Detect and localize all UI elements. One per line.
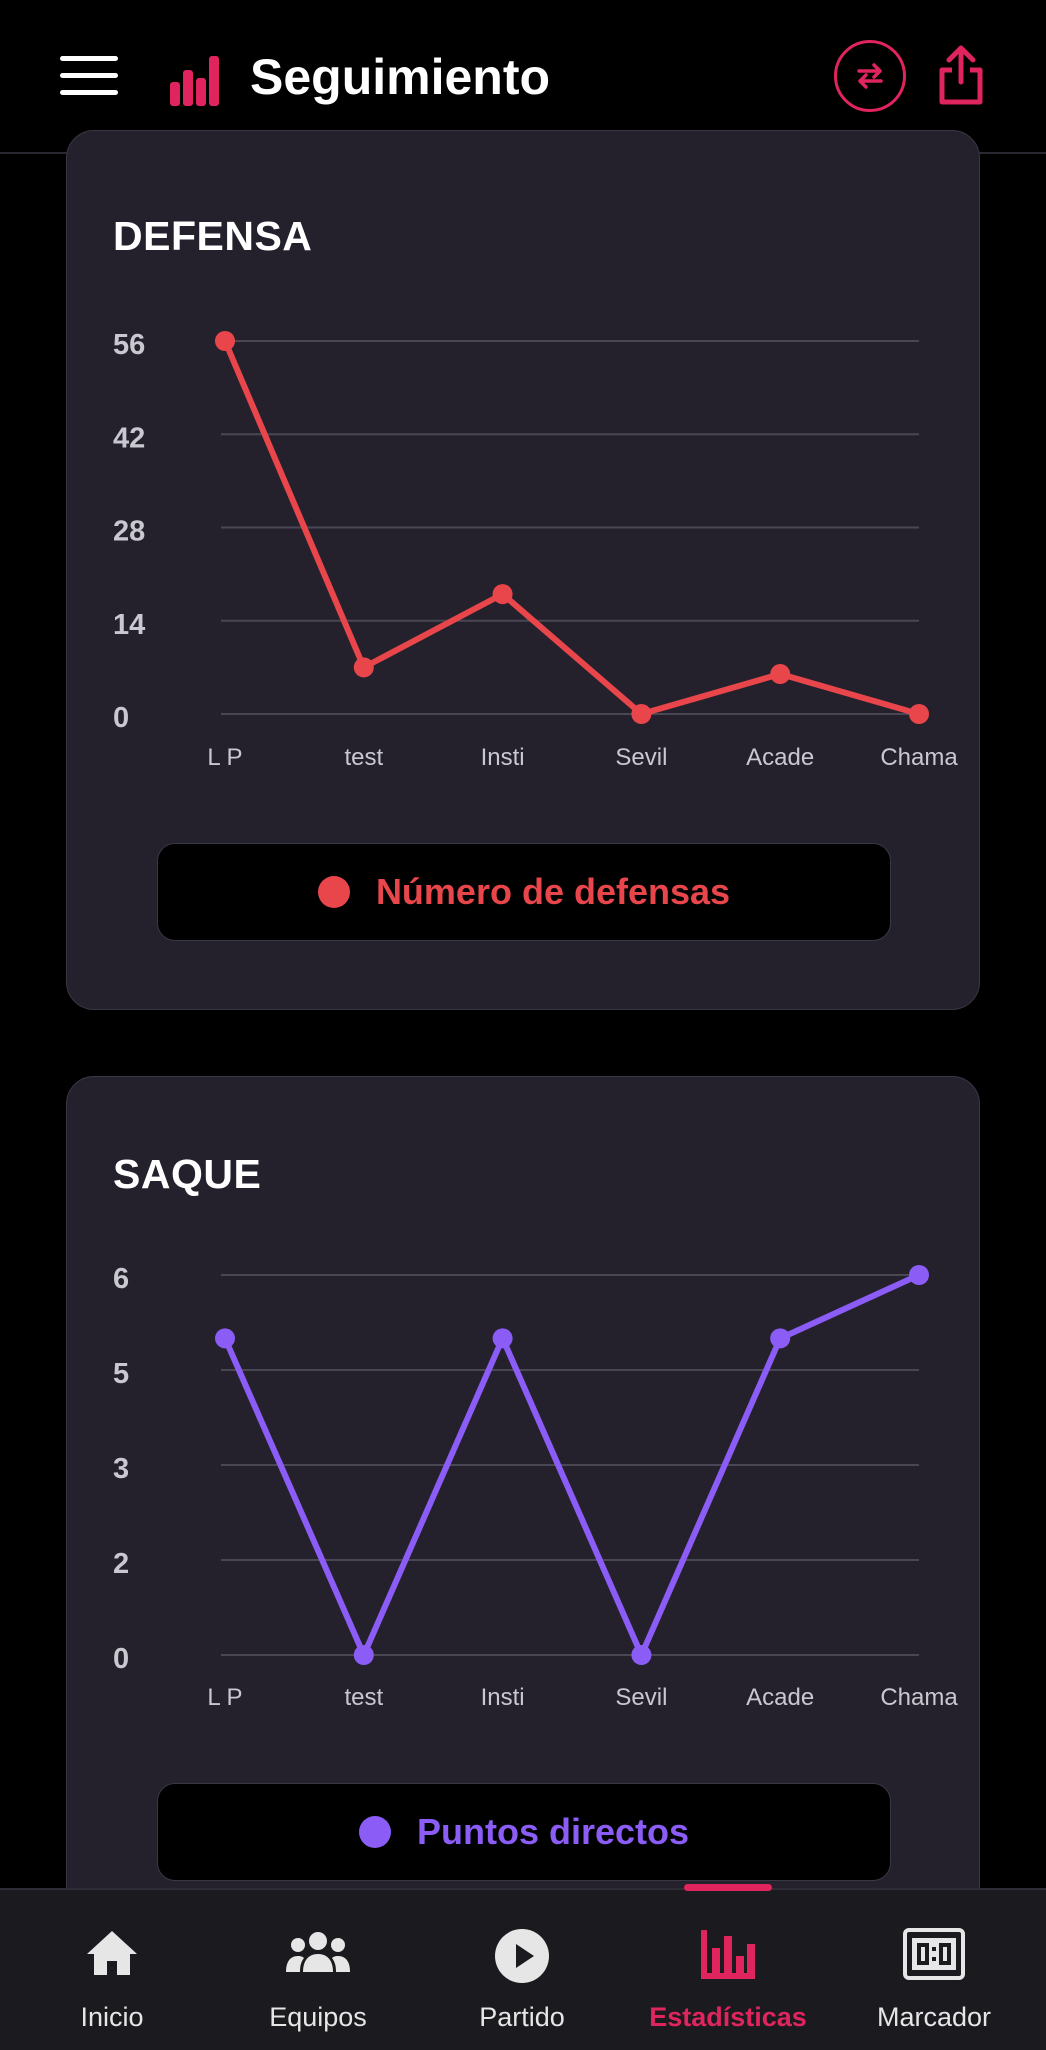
nav-label: Marcador [876,2002,992,2032]
defense-line-chart: 56 42 28 14 0 L P test Insti Sevil Acade Chama [113,329,958,771]
nav-item-partido[interactable]: Partido [422,1890,622,2050]
serve-card: SAQUE 6 5 3 2 0 L P test Insti Sevil Acade Chama P… [66,1076,980,1956]
nav-label: Equipos [269,2002,367,2032]
data-point[interactable] [631,1645,652,1665]
x-tick-label: Acade [746,744,814,771]
card-title: SAQUE [113,1151,262,1197]
y-tick-label: 56 [113,329,145,361]
serve-line-chart: 6 5 3 2 0 L P test Insti Sevil Acade Chama [113,1263,958,1711]
y-tick-label: 6 [113,1263,129,1295]
legend-dot [358,1816,391,1848]
data-point[interactable] [215,331,235,351]
x-tick-label: Sevil [615,744,667,771]
data-point[interactable] [353,657,374,678]
share-icon [939,45,983,105]
data-point[interactable] [492,584,513,605]
swap-button[interactable] [834,40,906,112]
menu-icon[interactable] [60,54,120,98]
nav-item-estadisticas[interactable]: Estadísticas [628,1890,828,2050]
data-point[interactable] [770,1328,791,1349]
data-point[interactable] [770,664,791,685]
x-tick-label: Chama [880,1684,958,1711]
card-title: DEFENSA [113,213,313,259]
nav-item-inicio[interactable]: Inicio [12,1890,212,2050]
scoreboard-icon [903,1928,965,1980]
data-point[interactable] [492,1328,513,1349]
x-tick-label: Insti [481,744,525,771]
play-icon [495,1929,549,1983]
page-title: Seguimiento [250,49,551,105]
data-point[interactable] [215,1328,235,1349]
data-point[interactable] [909,1265,929,1285]
legend-dot [317,876,350,908]
bar-chart-icon [701,1930,755,1979]
y-tick-label: 28 [113,516,145,548]
y-tick-label: 14 [113,609,145,641]
data-point[interactable] [631,704,652,724]
active-tab-indicator [684,1884,772,1891]
y-tick-label: 2 [113,1548,129,1580]
home-icon [87,1931,137,1975]
series-line [222,1272,922,1658]
x-tick-label: Sevil [615,1684,667,1711]
y-tick-label: 0 [113,1643,129,1675]
nav-label: Estadísticas [649,2002,807,2032]
y-tick-label: 0 [113,702,129,734]
legend-label: Número de defensas [375,871,731,912]
y-tick-label: 5 [113,1358,129,1390]
swap-icon [857,63,883,89]
x-tick-label: Acade [746,1684,814,1711]
chart-legend[interactable]: Número de defensas [157,843,891,941]
y-tick-label: 3 [113,1453,129,1485]
defense-card: DEFENSA 56 42 28 14 0 L P test Insti Sevil Acade C… [66,130,980,1010]
legend-label: Puntos directos [416,1811,690,1852]
x-tick-label: test [344,744,383,771]
series-line [222,338,922,717]
bar-chart-icon [168,52,224,108]
group-icon [286,1932,350,1972]
app-bar: Seguimiento [0,0,1046,154]
y-tick-label: 42 [113,422,145,454]
chart-legend[interactable]: Puntos directos [157,1783,891,1881]
share-button[interactable] [936,44,986,106]
data-point[interactable] [909,704,929,724]
x-tick-label: L P [207,744,242,771]
data-point[interactable] [353,1645,374,1665]
nav-item-marcador[interactable]: Marcador [834,1890,1034,2050]
x-tick-label: L P [207,1684,242,1711]
bottom-navigation: Inicio Equipos Partido Estadísticas [0,1884,1046,2050]
nav-item-equipos[interactable]: Equipos [218,1890,418,2050]
x-tick-label: Chama [880,744,958,771]
x-tick-label: Insti [481,1684,525,1711]
nav-label: Partido [479,2002,565,2032]
nav-label: Inicio [80,2002,144,2032]
x-tick-label: test [344,1684,383,1711]
